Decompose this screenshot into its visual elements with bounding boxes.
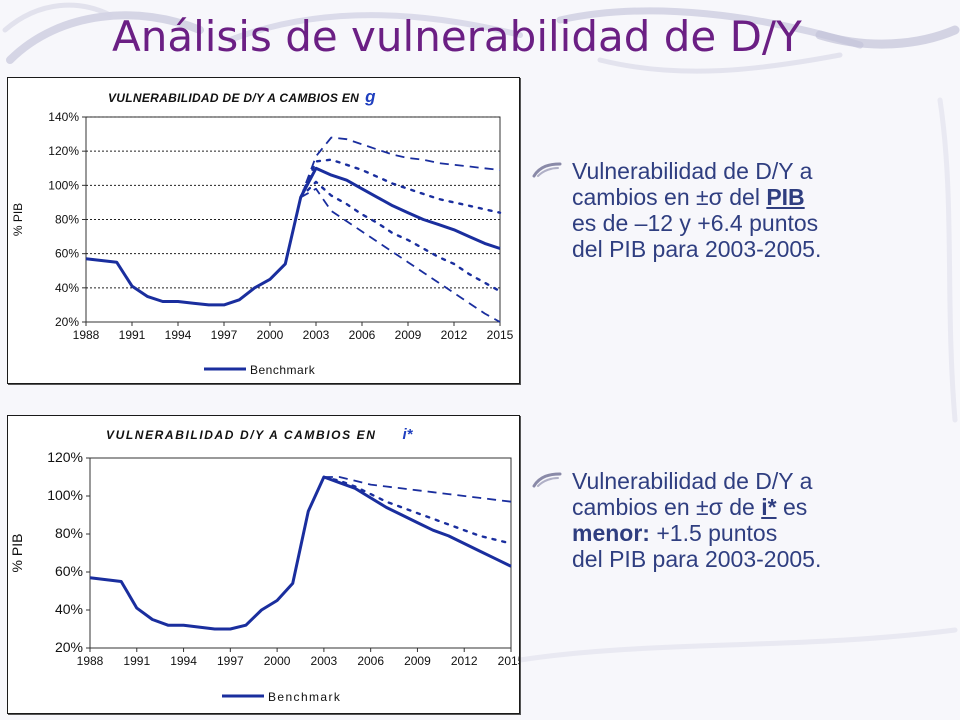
chart-istar-series-scenario-1: [323, 476, 512, 503]
chart-g-y-tick-label: 20%: [55, 315, 79, 329]
chart-istar-y-tick-label: 100%: [47, 487, 83, 503]
chart-g-y-axis-label: % PIB: [11, 203, 25, 236]
bullet-pib-text: del: [722, 184, 767, 210]
chart-g-x-tick-label: 2000: [257, 328, 284, 342]
chart-g-x-tick-label: 1988: [73, 328, 100, 342]
bullet-pib-text: cambios en: [572, 184, 697, 210]
background-swirl: [227, 12, 523, 43]
bullet-istar-line-1: Vulnerabilidad de D/Y a: [572, 468, 813, 494]
bullet-swoosh-icon: [532, 472, 562, 488]
chart-istar-title-text: VULNERABILIDAD D/Y A CAMBIOS EN: [106, 428, 377, 442]
bullet-istar-line-3: menor: +1.5 puntos: [572, 520, 942, 546]
chart-g-x-tick-label: 2003: [303, 328, 330, 342]
chart-istar-legend-label: Benchmark: [268, 690, 341, 704]
bullet-istar-line-4: del PIB para 2003-2005.: [572, 546, 822, 572]
sigma-symbol: ±σ: [696, 494, 723, 520]
chart-g-y-tick-label: 80%: [55, 213, 79, 227]
chart-istar-x-tick-label: 2006: [357, 654, 384, 668]
chart-g-x-tick-label: 2009: [395, 328, 422, 342]
emphasis-menor: menor:: [572, 520, 650, 546]
chart-g-y-tick-label: 40%: [55, 281, 79, 295]
bullet-swoosh-icon: [532, 162, 562, 178]
chart-istar-plot: 20% 40% 60% 80% 100% 120% 1988 1991 1994 1997 2000…: [9, 449, 519, 704]
background-swirl: [937, 97, 958, 423]
chart-istar-y-tick-label: 80%: [55, 525, 83, 541]
chart-istar-y-tick-label: 120%: [47, 449, 83, 465]
bullet-pib-line-2: cambios en ±σ del PIB: [572, 184, 942, 210]
bullet-istar-text: es: [776, 494, 808, 520]
sigma-symbol: ±σ: [696, 184, 723, 210]
keyword-pib: PIB: [766, 184, 805, 210]
chart-g-title-variable: g: [365, 87, 376, 106]
chart-g-series-scenario-2: [299, 158, 502, 214]
chart-istar-plot-area: [89, 457, 512, 649]
chart-istar-x-tick-label: 2015: [498, 654, 519, 668]
chart-g-title: VULNERABILIDAD DE D/Y A CAMBIOS EN g: [108, 87, 376, 107]
background-swirl: [517, 627, 958, 663]
chart-g-series-benchmark: [85, 166, 501, 307]
chart-g-title-text: VULNERABILIDAD DE D/Y A CAMBIOS EN: [108, 91, 360, 105]
bullet-istar-text: cambios en: [572, 494, 697, 520]
bullet-istar-text: de: [722, 494, 762, 520]
chart-g-x-tick-label: 1994: [165, 328, 192, 342]
chart-istar-series-benchmark: [89, 475, 512, 631]
chart-g-series-scenario-1: [299, 136, 501, 198]
chart-g: 20% 40% 60% 80% 100% 120% 140% 1988 1991 1994 1997…: [7, 77, 520, 384]
background-swirl: [815, 25, 960, 49]
chart-istar-x-tick-label: 2009: [404, 654, 431, 668]
chart-istar-y-tick-label: 40%: [55, 601, 83, 617]
chart-g-x-tick-label: 2006: [349, 328, 376, 342]
bullet-istar-text: +1.5 puntos: [649, 520, 778, 546]
chart-istar: 20% 40% 60% 80% 100% 120% 1988 1991 1994 1997 2000…: [7, 415, 520, 714]
chart-istar-x-tick-label: 1988: [77, 654, 104, 668]
chart-istar-title: VULNERABILIDAD D/Y A CAMBIOS EN i*: [106, 426, 413, 443]
chart-istar-x-tick-label: 2000: [264, 654, 291, 668]
chart-g-plot: 20% 40% 60% 80% 100% 120% 140% 1988 1991 1994 1997…: [11, 110, 514, 377]
keyword-istar: i*: [761, 494, 777, 520]
bullet-pib: Vulnerabilidad de D/Y a cambios en ±σ de…: [532, 158, 942, 262]
background-swirl: [597, 52, 843, 74]
chart-istar-x-tick-label: 1994: [170, 654, 197, 668]
chart-g-x-tick-label: 1997: [211, 328, 238, 342]
bullet-pib-line-1: Vulnerabilidad de D/Y a: [572, 158, 813, 184]
chart-g-plot-area: [85, 116, 501, 323]
background-swirl: [2, 2, 113, 33]
chart-istar-x-tick-label: 2003: [311, 654, 338, 668]
bullet-pib-line-4: del PIB para 2003-2005.: [572, 236, 822, 262]
bullet-istar-line-2: cambios en ±σ de i* es: [572, 494, 942, 520]
chart-g-x-tick-label: 2012: [441, 328, 468, 342]
slide-title: Análisis de vulnerabilidad de D/Y: [112, 12, 802, 61]
chart-istar-title-variable: i*: [402, 426, 413, 443]
chart-g-series-scenario-4: [300, 187, 501, 323]
chart-istar-y-tick-label: 20%: [55, 639, 83, 655]
chart-istar-series-scenario-2: [322, 475, 513, 545]
chart-g-y-tick-label: 120%: [48, 144, 79, 158]
chart-g-y-tick-label: 100%: [48, 178, 79, 192]
chart-g-legend-label: Benchmark: [250, 363, 316, 377]
chart-g-y-tick-label: 60%: [55, 247, 79, 261]
chart-g-y-tick-label: 140%: [48, 110, 79, 124]
chart-istar-y-axis-label: % PIB: [9, 534, 25, 573]
chart-g-x-tick-label: 1991: [119, 328, 146, 342]
bullet-pib-line-3: es de –12 y +6.4 puntos: [572, 210, 819, 236]
chart-g-series-scenario-3: [299, 180, 502, 293]
chart-istar-x-tick-label: 1991: [123, 654, 150, 668]
chart-istar-x-tick-label: 2012: [451, 654, 478, 668]
background-swirl: [6, 11, 204, 64]
chart-g-x-tick-label: 2015: [487, 328, 514, 342]
bullet-istar: Vulnerabilidad de D/Y a cambios en ±σ de…: [532, 468, 942, 572]
chart-istar-x-tick-label: 1997: [217, 654, 244, 668]
chart-istar-y-tick-label: 60%: [55, 563, 83, 579]
